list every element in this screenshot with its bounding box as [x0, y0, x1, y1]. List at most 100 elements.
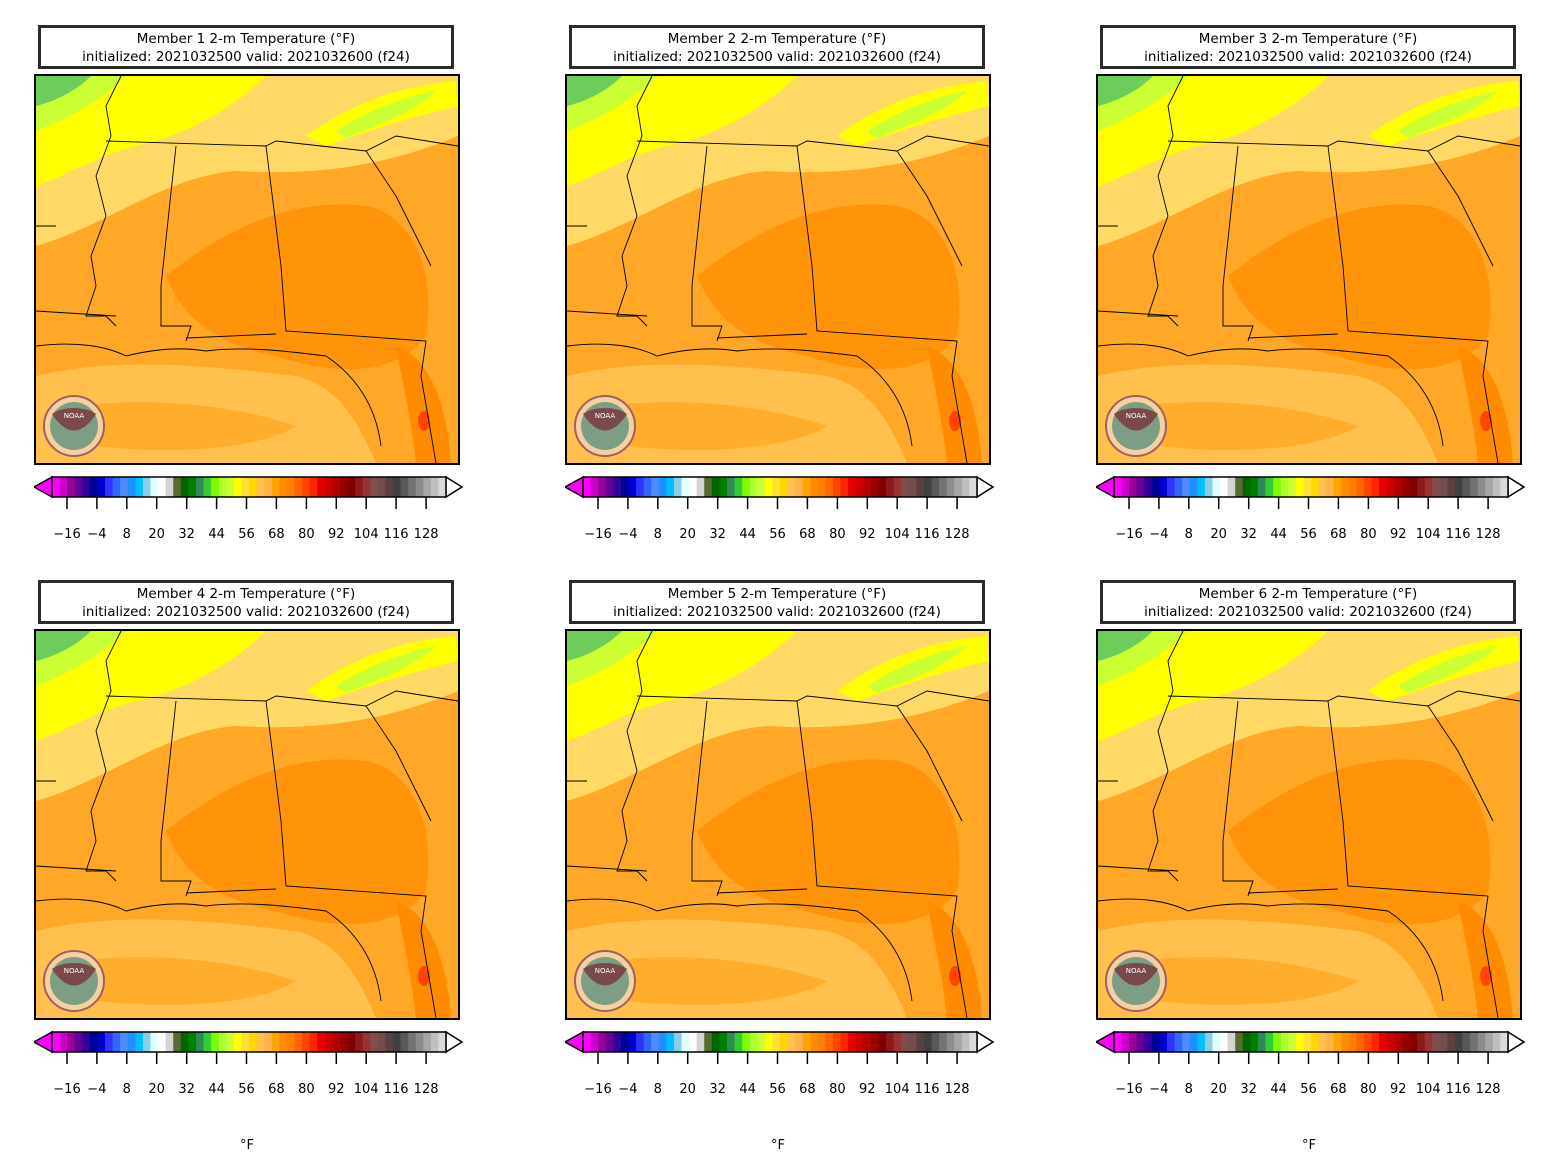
- colorbar-tick-label: 8: [122, 1082, 131, 1097]
- colorbar-swatch: [931, 477, 940, 497]
- colorbar-swatch: [696, 477, 705, 497]
- colorbar-swatch: [863, 1032, 872, 1052]
- colorbar-tick-label: 68: [268, 1082, 285, 1097]
- colorbar-swatch: [89, 1032, 99, 1052]
- colorbar-tick-label: 44: [1270, 527, 1287, 542]
- colorbar-swatch: [1265, 477, 1274, 497]
- colorbar: [563, 475, 995, 509]
- colorbar-swatch: [1485, 477, 1494, 497]
- colorbar-swatch: [916, 1032, 925, 1052]
- colorbar-tick-label: −4: [87, 1082, 107, 1097]
- colorbar: [563, 1030, 995, 1064]
- colorbar-tick-label: 92: [328, 527, 345, 542]
- ensemble-member-panel: Member 3 2-m Temperature (°F) initialize…: [1094, 0, 1555, 560]
- colorbar-tick-label: 92: [328, 1082, 345, 1097]
- colorbar-tick-label: 32: [709, 527, 726, 542]
- colorbar-container: [563, 475, 995, 509]
- colorbar-swatch: [332, 477, 341, 497]
- colorbar-swatch: [590, 1032, 599, 1052]
- colorbar-swatch: [370, 1032, 379, 1052]
- colorbar-tick-label: 104: [1415, 1082, 1441, 1097]
- colorbar-swatch: [1295, 1032, 1305, 1052]
- colorbar-swatch: [651, 1032, 660, 1052]
- svg-text:NOAA: NOAA: [595, 967, 616, 975]
- colorbar-swatch: [286, 477, 296, 497]
- colorbar-tick-label: 80: [1360, 527, 1377, 542]
- colorbar-swatch: [817, 477, 827, 497]
- colorbar-swatch: [392, 1032, 402, 1052]
- colorbar-swatch: [1174, 1032, 1183, 1052]
- colorbar-swatch: [795, 477, 804, 497]
- colorbar-swatch: [309, 1032, 318, 1052]
- colorbar-swatch: [309, 477, 318, 497]
- colorbar-swatch: [74, 1032, 83, 1052]
- colorbar-tick-label: 20: [1210, 1082, 1227, 1097]
- colorbar-swatch: [370, 477, 379, 497]
- colorbar-tick-label: 68: [268, 527, 285, 542]
- temperature-map: NOAA: [1098, 76, 1520, 463]
- colorbar-swatch: [279, 1032, 288, 1052]
- colorbar-swatch: [1348, 477, 1358, 497]
- colorbar-swatch: [385, 1032, 394, 1052]
- colorbar-container: [32, 475, 464, 509]
- colorbar-swatch: [97, 1032, 106, 1052]
- colorbar-swatch: [1356, 1032, 1365, 1052]
- colorbar-swatch: [415, 1032, 424, 1052]
- colorbar-swatch: [833, 1032, 842, 1052]
- colorbar-tick-label: 80: [1360, 1082, 1377, 1097]
- colorbar-swatch: [1333, 1032, 1342, 1052]
- colorbar-swatch: [89, 477, 99, 497]
- colorbar-swatch: [1364, 477, 1373, 497]
- colorbar-swatch: [795, 1032, 804, 1052]
- svg-text:NOAA: NOAA: [595, 412, 616, 420]
- panel-title-line2: initialized: 2021032500 valid: 202103260…: [82, 49, 410, 65]
- colorbar-swatch: [969, 1032, 978, 1052]
- colorbar-swatch: [294, 1032, 303, 1052]
- colorbar-swatch: [613, 477, 622, 497]
- colorbar-container: [1094, 475, 1526, 509]
- colorbar-tick-label: 104: [884, 527, 910, 542]
- colorbar-tick-label: 116: [914, 527, 940, 542]
- colorbar-swatch: [233, 1032, 243, 1052]
- colorbar-swatch: [180, 1032, 189, 1052]
- colorbar-swatch: [158, 1032, 167, 1052]
- colorbar-swatch: [286, 1032, 296, 1052]
- map-frame: NOAA: [1096, 74, 1522, 465]
- colorbar-swatch: [787, 477, 796, 497]
- colorbar-swatch: [1394, 477, 1403, 497]
- colorbar-swatch: [1341, 1032, 1350, 1052]
- colorbar-swatch: [218, 477, 227, 497]
- colorbar-swatch: [802, 1032, 811, 1052]
- colorbar-swatch: [1273, 1032, 1282, 1052]
- colorbar-unit-label: °F: [1302, 1138, 1316, 1153]
- colorbar-swatch: [1477, 1032, 1486, 1052]
- colorbar-swatch: [1151, 477, 1161, 497]
- colorbar-swatch: [135, 1032, 144, 1052]
- colorbar-tick-label: 68: [799, 1082, 816, 1097]
- colorbar-swatch: [430, 477, 440, 497]
- colorbar-swatch: [1144, 477, 1153, 497]
- colorbar-container: [563, 1030, 995, 1064]
- map-frame: NOAA: [34, 74, 460, 465]
- noaa-logo: NOAA: [1105, 395, 1167, 457]
- colorbar-swatch: [195, 477, 205, 497]
- colorbar-swatch: [870, 1032, 880, 1052]
- colorbar-swatch: [332, 1032, 341, 1052]
- colorbar-swatch: [67, 1032, 76, 1052]
- colorbar-swatch: [142, 1032, 152, 1052]
- colorbar-swatch: [1242, 1032, 1251, 1052]
- colorbar-tick-label: −16: [53, 1082, 81, 1097]
- colorbar-swatch: [317, 1032, 326, 1052]
- colorbar-tick-label: −16: [584, 1082, 612, 1097]
- colorbar-tick-label: 92: [1390, 527, 1407, 542]
- colorbar-swatch: [173, 1032, 182, 1052]
- colorbar-swatch: [97, 477, 106, 497]
- colorbar-swatch: [150, 477, 159, 497]
- colorbar-tick-label: 116: [914, 1082, 940, 1097]
- colorbar-swatch: [1424, 1032, 1433, 1052]
- colorbar-swatch: [787, 1032, 796, 1052]
- colorbar-swatch: [742, 477, 751, 497]
- colorbar-swatch: [377, 1032, 386, 1052]
- colorbar-swatch: [666, 477, 675, 497]
- colorbar-tick-label: −4: [87, 527, 107, 542]
